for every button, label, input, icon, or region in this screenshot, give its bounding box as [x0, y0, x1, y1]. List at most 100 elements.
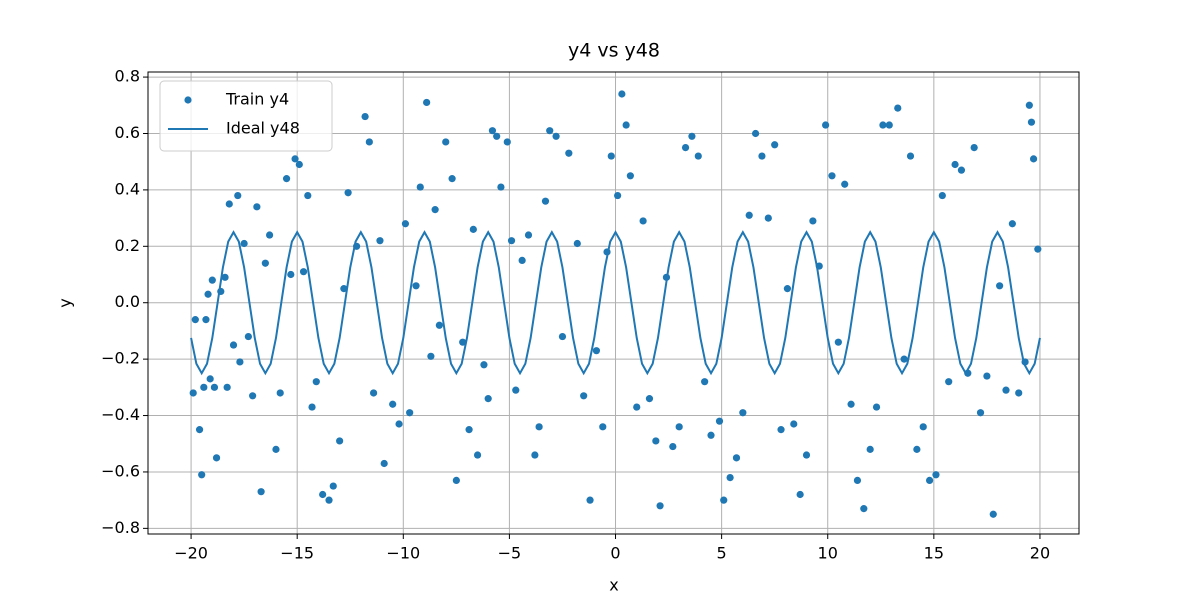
data-point [325, 496, 333, 504]
data-point [236, 358, 244, 366]
chart-title: y4 vs y48 [568, 40, 660, 62]
data-point [531, 451, 539, 459]
data-point [412, 282, 420, 290]
data-point [1015, 389, 1023, 397]
data-point [512, 386, 520, 394]
data-point [726, 473, 734, 482]
y-tick-label: −0.2 [101, 349, 140, 368]
data-point [751, 129, 760, 138]
data-point [900, 355, 908, 363]
data-point [546, 127, 554, 135]
data-point [234, 191, 242, 200]
data-point [480, 361, 488, 369]
data-point [796, 490, 804, 499]
data-point [282, 175, 291, 183]
data-point [206, 375, 214, 383]
data-point [957, 166, 966, 174]
data-point [535, 423, 543, 431]
x-tick-label: 10 [818, 544, 838, 563]
data-point [365, 138, 373, 146]
data-point [976, 409, 985, 417]
data-point [200, 383, 208, 391]
data-point [452, 476, 460, 485]
data-point [860, 505, 868, 513]
data-point [633, 403, 641, 411]
data-point [809, 217, 817, 225]
data-point [720, 496, 728, 504]
data-point [493, 132, 501, 140]
data-point [599, 423, 607, 431]
data-point [287, 270, 295, 279]
data-point [945, 378, 953, 386]
x-tick-label: 20 [1030, 544, 1050, 563]
data-point [319, 490, 327, 499]
data-point [645, 395, 654, 403]
data-point [932, 471, 940, 479]
data-point [614, 191, 622, 200]
y-tick-label: 0.4 [115, 179, 140, 198]
data-point [758, 152, 766, 160]
data-point [225, 200, 233, 208]
data-point [565, 149, 573, 157]
y-tick-label: 0.6 [115, 123, 140, 142]
data-point [552, 132, 560, 140]
data-point [189, 389, 197, 397]
data-point [764, 214, 772, 222]
plot-frame [147, 71, 1080, 535]
data-point [329, 482, 337, 490]
data-point [469, 225, 477, 233]
data-point [1029, 155, 1038, 163]
data-point [299, 268, 308, 276]
data-point [783, 285, 792, 293]
legend-box [159, 80, 333, 152]
data-point [435, 321, 443, 329]
data-point [229, 341, 238, 349]
x-axis-label: x [609, 576, 618, 595]
x-tick-label: −20 [174, 544, 208, 563]
data-point [853, 476, 862, 485]
data-point [558, 332, 567, 341]
data-point [336, 437, 344, 445]
data-point [983, 372, 991, 380]
data-point [369, 389, 378, 397]
data-point [361, 112, 369, 121]
data-point [304, 191, 312, 200]
y-tick-label: −0.4 [101, 405, 140, 424]
data-point [879, 121, 887, 129]
data-point [996, 282, 1004, 290]
data-point [802, 451, 811, 459]
data-point [707, 431, 715, 439]
data-point [312, 378, 320, 386]
data-point [223, 383, 231, 391]
data-point [885, 121, 893, 129]
data-point [925, 476, 934, 485]
data-point [656, 502, 664, 510]
legend-swatch [184, 96, 192, 104]
data-point [389, 400, 397, 408]
data-point [790, 420, 798, 428]
legend-label: Train y4 [225, 90, 289, 109]
data-point [518, 256, 526, 265]
data-point [694, 152, 702, 160]
data-point [401, 220, 410, 228]
data-point [732, 454, 741, 462]
data-point [1034, 245, 1042, 253]
data-point [240, 239, 248, 248]
data-point [344, 189, 352, 197]
data-point [276, 389, 284, 397]
data-point [970, 143, 978, 152]
data-point [701, 378, 709, 386]
x-tick-label: 15 [924, 544, 944, 563]
data-point [253, 203, 261, 211]
data-point [524, 231, 533, 239]
data-point [639, 217, 647, 225]
data-point [423, 98, 431, 107]
data-point [1027, 118, 1036, 126]
data-point [951, 160, 959, 169]
data-point [442, 138, 450, 146]
data-point [261, 259, 269, 267]
data-point [340, 285, 348, 293]
data-point [195, 426, 204, 434]
data-point [1002, 386, 1010, 394]
